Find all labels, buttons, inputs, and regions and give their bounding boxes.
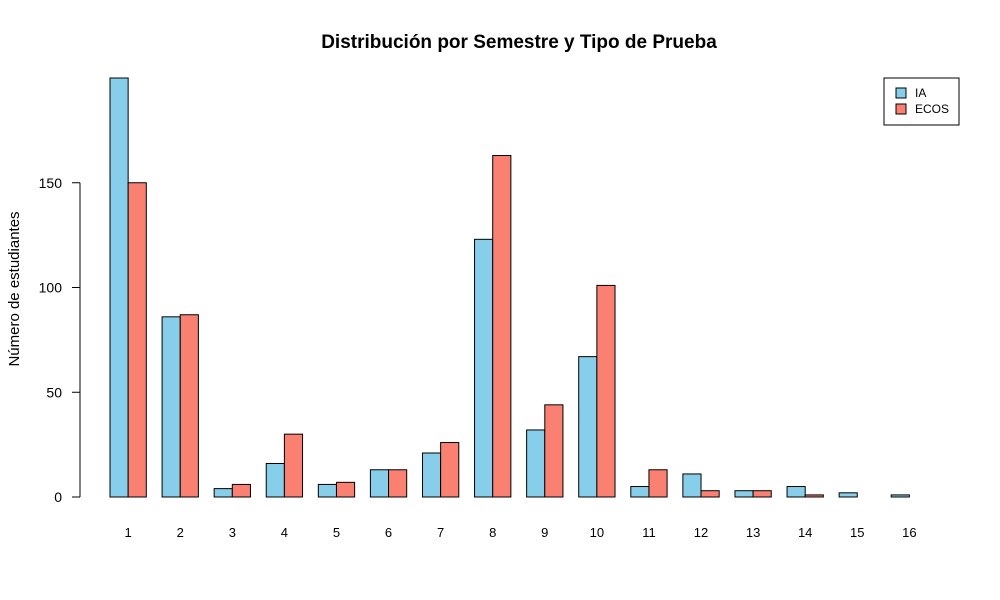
- legend-label-ia: IA: [915, 86, 926, 100]
- bar-ecos-7: [440, 442, 460, 498]
- legend-swatch-ecos: [895, 103, 907, 115]
- legend-label-ecos: ECOS: [915, 102, 949, 116]
- y-tick-label: 100: [39, 280, 63, 296]
- bar-ia-6: [369, 469, 390, 498]
- x-category-label: 3: [229, 525, 236, 540]
- x-category-label: 16: [902, 525, 916, 540]
- bar-ia-5: [317, 483, 337, 498]
- x-category-label: 1: [125, 525, 132, 540]
- y-tick-label: 50: [46, 384, 62, 400]
- bar-ia-1: [109, 77, 129, 498]
- x-category-label: 10: [590, 525, 604, 540]
- bar-ia-10: [578, 356, 598, 498]
- bar-ecos-2: [179, 314, 199, 498]
- bar-ia-16: [890, 494, 910, 498]
- bars-group: [109, 77, 910, 498]
- y-tick-label: 0: [54, 489, 62, 505]
- x-category-label: 9: [541, 525, 548, 540]
- x-category-label: 8: [489, 525, 496, 540]
- bar-ia-7: [421, 452, 442, 498]
- chart-title: Distribución por Semestre y Tipo de Prue…: [321, 32, 717, 53]
- bar-ecos-1: [127, 182, 147, 498]
- x-category-label: 7: [437, 525, 444, 540]
- bar-ia-8: [474, 238, 494, 498]
- y-axis-label: Número de estudiantes: [6, 211, 23, 366]
- x-category-label: 12: [694, 525, 708, 540]
- x-category-label: 13: [746, 525, 760, 540]
- bar-ecos-12: [700, 490, 720, 498]
- bar-ia-14: [786, 486, 806, 498]
- bar-ecos-3: [231, 483, 251, 498]
- bar-ia-12: [682, 473, 702, 498]
- bar-ecos-8: [492, 155, 512, 498]
- bar-ia-11: [630, 486, 650, 498]
- y-tick-label: 150: [39, 175, 63, 191]
- x-category-label: 2: [177, 525, 184, 540]
- x-category-label: 11: [642, 525, 656, 540]
- x-category-label: 4: [281, 525, 288, 540]
- bar-ia-3: [213, 488, 233, 498]
- bar-ecos-10: [596, 284, 616, 498]
- bar-ecos-5: [335, 481, 356, 498]
- bar-ecos-9: [544, 404, 564, 498]
- legend-box: [883, 77, 960, 126]
- bar-ia-4: [265, 462, 285, 498]
- x-category-label: 15: [850, 525, 864, 540]
- legend-swatch-ia: [895, 87, 907, 99]
- x-category-label: 14: [798, 525, 812, 540]
- bar-ecos-4: [283, 433, 304, 498]
- bar-ia-2: [161, 316, 181, 498]
- x-category-label: 6: [385, 525, 392, 540]
- bar-ia-15: [838, 492, 858, 498]
- x-axis-labels: 1 2 3 4 5 6 7 8 9 10 11 12 13 14 15 16: [125, 525, 917, 540]
- bar-ecos-6: [388, 469, 408, 498]
- bar-ecos-13: [752, 490, 772, 498]
- y-axis: 0 50 100 150: [39, 175, 81, 505]
- bar-ia-9: [526, 429, 546, 498]
- legend: IA ECOS: [883, 77, 960, 126]
- x-category-label: 5: [333, 525, 340, 540]
- bar-ia-13: [734, 490, 754, 498]
- bar-ecos-11: [648, 469, 668, 498]
- bar-ecos-14: [804, 494, 824, 498]
